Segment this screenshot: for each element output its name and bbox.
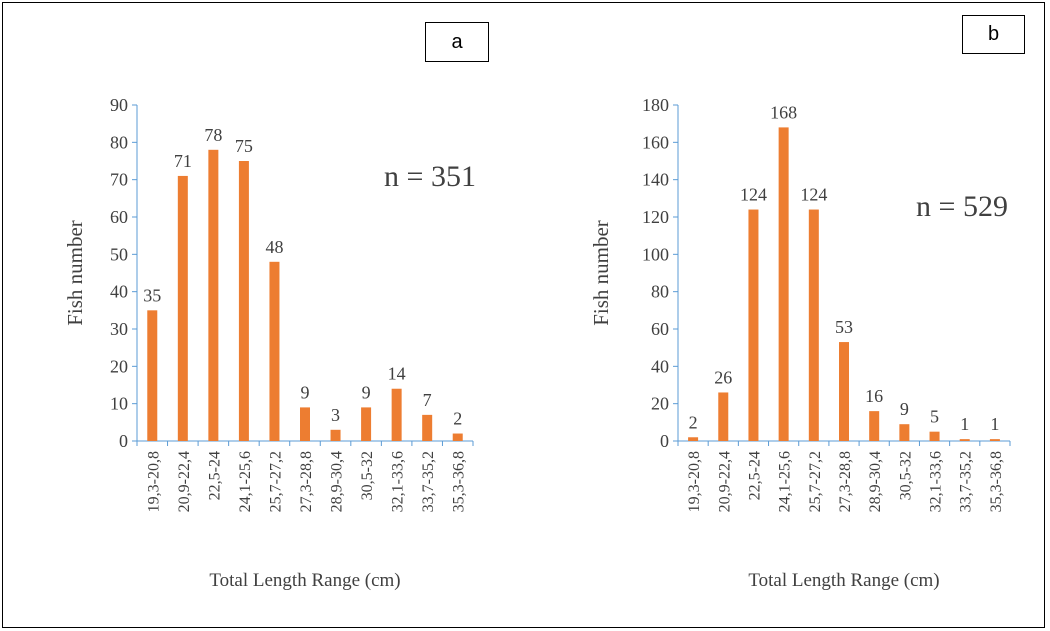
panel-a-category-label: 25,7-27,2 xyxy=(267,451,284,512)
panel-a-x-axis-title: Total Length Range (cm) xyxy=(209,570,400,591)
panel-a-y-tick-label: 70 xyxy=(110,170,128,190)
panel-b-bar xyxy=(688,437,699,441)
panel-a-data-label: 7 xyxy=(423,390,432,410)
panel-b-x-axis-title: Total Length Range (cm) xyxy=(748,570,939,591)
panel-b-data-label: 1 xyxy=(960,414,969,434)
panel-a-category-label: 33,7-35,2 xyxy=(420,451,437,512)
panel-b-category-label: 33,7-35,2 xyxy=(958,451,975,512)
panel-label-a: a xyxy=(425,22,489,62)
panel-b-bar xyxy=(778,127,789,442)
panel-b-y-tick-label: 60 xyxy=(651,319,669,339)
panel-b-category-label: 32,1-33,6 xyxy=(928,451,945,512)
panel-b-category-label: 27,3-28,8 xyxy=(837,451,854,512)
panel-a-data-label: 2 xyxy=(453,409,462,429)
panel-a-bar xyxy=(391,388,402,441)
panel-a-data-label: 71 xyxy=(174,151,192,171)
panel-a-bar xyxy=(269,261,280,441)
panel-a-y-tick-label: 10 xyxy=(110,394,128,414)
panel-b-bar xyxy=(718,392,729,441)
panel-b-y-tick-label: 40 xyxy=(651,356,669,376)
panel-b-y-tick-label: 160 xyxy=(642,132,669,152)
panel-a-data-label: 48 xyxy=(265,237,283,257)
panel-b-bar xyxy=(839,342,849,441)
panel-b-data-label: 124 xyxy=(740,185,767,205)
panel-a-y-tick-label: 50 xyxy=(110,244,128,264)
panel-a-y-tick-label: 0 xyxy=(119,431,128,451)
panel-b-bar xyxy=(929,431,940,441)
panel-b-bar xyxy=(899,424,910,441)
panel-a-y-axis-title: Fish number xyxy=(63,220,87,326)
panel-b-data-label: 124 xyxy=(800,185,827,205)
panel-a-data-label: 14 xyxy=(388,364,406,384)
panel-a-data-label: 3 xyxy=(331,405,340,425)
panel-b-y-tick-label: 100 xyxy=(642,244,669,264)
panel-b-category-label: 19,3-20,8 xyxy=(686,451,703,512)
panel-b-category-label: 22,5-24 xyxy=(746,451,763,500)
panel-a-category-label: 24,1-25,6 xyxy=(237,451,254,512)
panel-b-sample-size-annotation: n = 529 xyxy=(916,190,1008,223)
panel-a-sample-size-annotation: n = 351 xyxy=(384,160,476,193)
panel-a-data-label: 9 xyxy=(301,382,310,402)
panel-b-category-label: 30,5-32 xyxy=(897,451,914,500)
panel-a-bar xyxy=(422,414,433,441)
panel-b-category-label: 35,3-36,8 xyxy=(988,451,1005,512)
panel-a-category-label: 22,5-24 xyxy=(206,451,223,500)
panel-a-data-label: 75 xyxy=(235,136,253,156)
panel-b-bar xyxy=(959,439,970,441)
panel-b-y-tick-label: 20 xyxy=(651,394,669,414)
panel-a-y-tick-label: 40 xyxy=(110,282,128,302)
panel-b-data-label: 26 xyxy=(714,367,732,387)
panel-b-data-label: 53 xyxy=(835,317,853,337)
panel-a-y-tick-label: 30 xyxy=(110,319,128,339)
panel-a-data-label: 9 xyxy=(362,382,371,402)
panel-b-bar xyxy=(808,209,819,441)
panel-a-y-tick-label: 90 xyxy=(110,95,128,115)
panel-b-data-label: 9 xyxy=(900,399,909,419)
panel-b-bar xyxy=(869,411,880,441)
panel-b-data-label: 16 xyxy=(865,386,883,406)
panel-b-data-label: 168 xyxy=(770,102,797,122)
panel-b-data-label: 5 xyxy=(930,407,939,427)
panel-a-data-label: 35 xyxy=(143,285,161,305)
panel-a-bar xyxy=(330,429,341,441)
panel-b-y-tick-label: 0 xyxy=(660,431,669,451)
panel-a-category-label: 20,9-22,4 xyxy=(176,451,193,512)
panel-b-bar xyxy=(748,209,759,441)
panel-a-category-label: 35,3-36,8 xyxy=(451,451,468,512)
panel-a-category-label: 30,5-32 xyxy=(359,451,376,500)
panel-a-bar xyxy=(238,161,249,441)
panel-b-bar xyxy=(989,439,1000,441)
panel-a-category-label: 19,3-20,8 xyxy=(145,451,162,512)
panel-a-category-label: 28,9-30,4 xyxy=(329,451,346,512)
panel-label-b: b xyxy=(962,15,1025,54)
panel-a-y-tick-label: 20 xyxy=(110,356,128,376)
panel-a-bar xyxy=(208,149,219,442)
panel-b-category-label: 24,1-25,6 xyxy=(777,451,794,512)
panel-a-bar xyxy=(361,407,372,441)
panel-b-category-label: 28,9-30,4 xyxy=(867,451,884,512)
panel-a-bar xyxy=(300,407,310,441)
panel-b-data-label: 2 xyxy=(689,412,698,432)
panel-a-bar xyxy=(147,310,158,441)
panel-b-y-tick-label: 80 xyxy=(651,282,669,302)
panel-b-y-axis-title: Fish number xyxy=(589,220,613,326)
panel-b-y-tick-label: 120 xyxy=(642,207,669,227)
panel-a-bar xyxy=(177,175,188,441)
panel-a-data-label: 78 xyxy=(204,125,222,145)
panel-b-data-label: 1 xyxy=(990,414,999,434)
panel-a-category-label: 32,1-33,6 xyxy=(390,451,407,512)
panel-a-bar xyxy=(452,433,463,441)
panel-a-y-tick-label: 60 xyxy=(110,207,128,227)
panel-a-y-tick-label: 80 xyxy=(110,132,128,152)
panel-b-y-tick-label: 140 xyxy=(642,170,669,190)
panel-a-category-label: 27,3-28,8 xyxy=(298,451,315,512)
panel-b-category-label: 20,9-22,4 xyxy=(716,451,733,512)
panel-b-category-label: 25,7-27,2 xyxy=(807,451,824,512)
panel-b-y-tick-label: 180 xyxy=(642,95,669,115)
